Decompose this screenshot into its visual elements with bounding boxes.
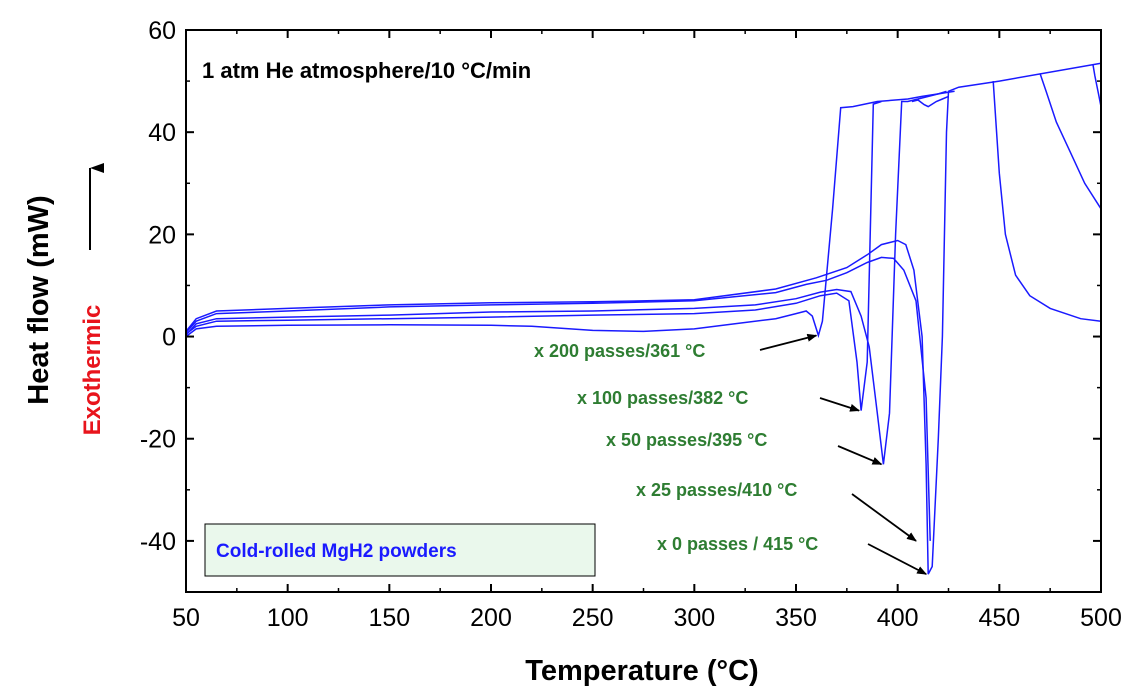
series-annotation: x 50 passes/395 °C [606, 430, 767, 450]
series-line-segment [1039, 73, 1102, 210]
y-tick-label: 20 [148, 221, 176, 249]
x-tick-label: 500 [1080, 604, 1122, 632]
x-tick-label: 150 [368, 604, 410, 632]
y-tick-label: 60 [148, 17, 176, 45]
y-axis-title: Heat flow (mW) [23, 195, 55, 404]
series-annotation: x 0 passes / 415 °C [657, 534, 818, 554]
y-tick-label: 0 [162, 324, 176, 352]
x-tick-label: 100 [267, 604, 309, 632]
series-annotation: x 200 passes/361 °C [534, 341, 705, 361]
annotation-arrow [837, 445, 883, 466]
plot-frame [185, 29, 1102, 593]
series-annotation: x 25 passes/410 °C [636, 480, 797, 500]
series-line-segment [1092, 64, 1102, 107]
x-tick-label: 450 [978, 604, 1020, 632]
series-line-segment [911, 95, 949, 108]
series-line [185, 90, 955, 339]
series-line-segment [992, 81, 1102, 322]
series-line [185, 256, 931, 541]
exothermic-label: Exothermic [79, 305, 106, 436]
x-tick-label: 350 [775, 604, 817, 632]
annotation-arrow [759, 333, 818, 351]
x-tick-label: 400 [877, 604, 919, 632]
x-tick-label: 300 [673, 604, 715, 632]
x-axis-title: Temperature (°C) [525, 655, 758, 687]
series-line [185, 62, 1102, 575]
annotation-arrow [819, 397, 861, 412]
annotation-arrow [851, 493, 917, 542]
y-tick-label: 40 [148, 119, 176, 147]
x-tick-label: 200 [470, 604, 512, 632]
legend-box [204, 523, 596, 577]
x-tick-label: 50 [172, 604, 200, 632]
y-tick-label: -40 [140, 528, 176, 556]
condition-text: 1 atm He atmosphere/10 °C/min [202, 58, 531, 83]
series-annotation: x 100 passes/382 °C [577, 388, 748, 408]
x-tick-label: 250 [572, 604, 614, 632]
annotation-arrow [867, 543, 928, 575]
series-line [185, 90, 947, 465]
legend-text: Cold-rolled MgH2 powders [216, 541, 457, 562]
series-line [185, 100, 882, 411]
y-tick-label: -20 [140, 426, 176, 454]
